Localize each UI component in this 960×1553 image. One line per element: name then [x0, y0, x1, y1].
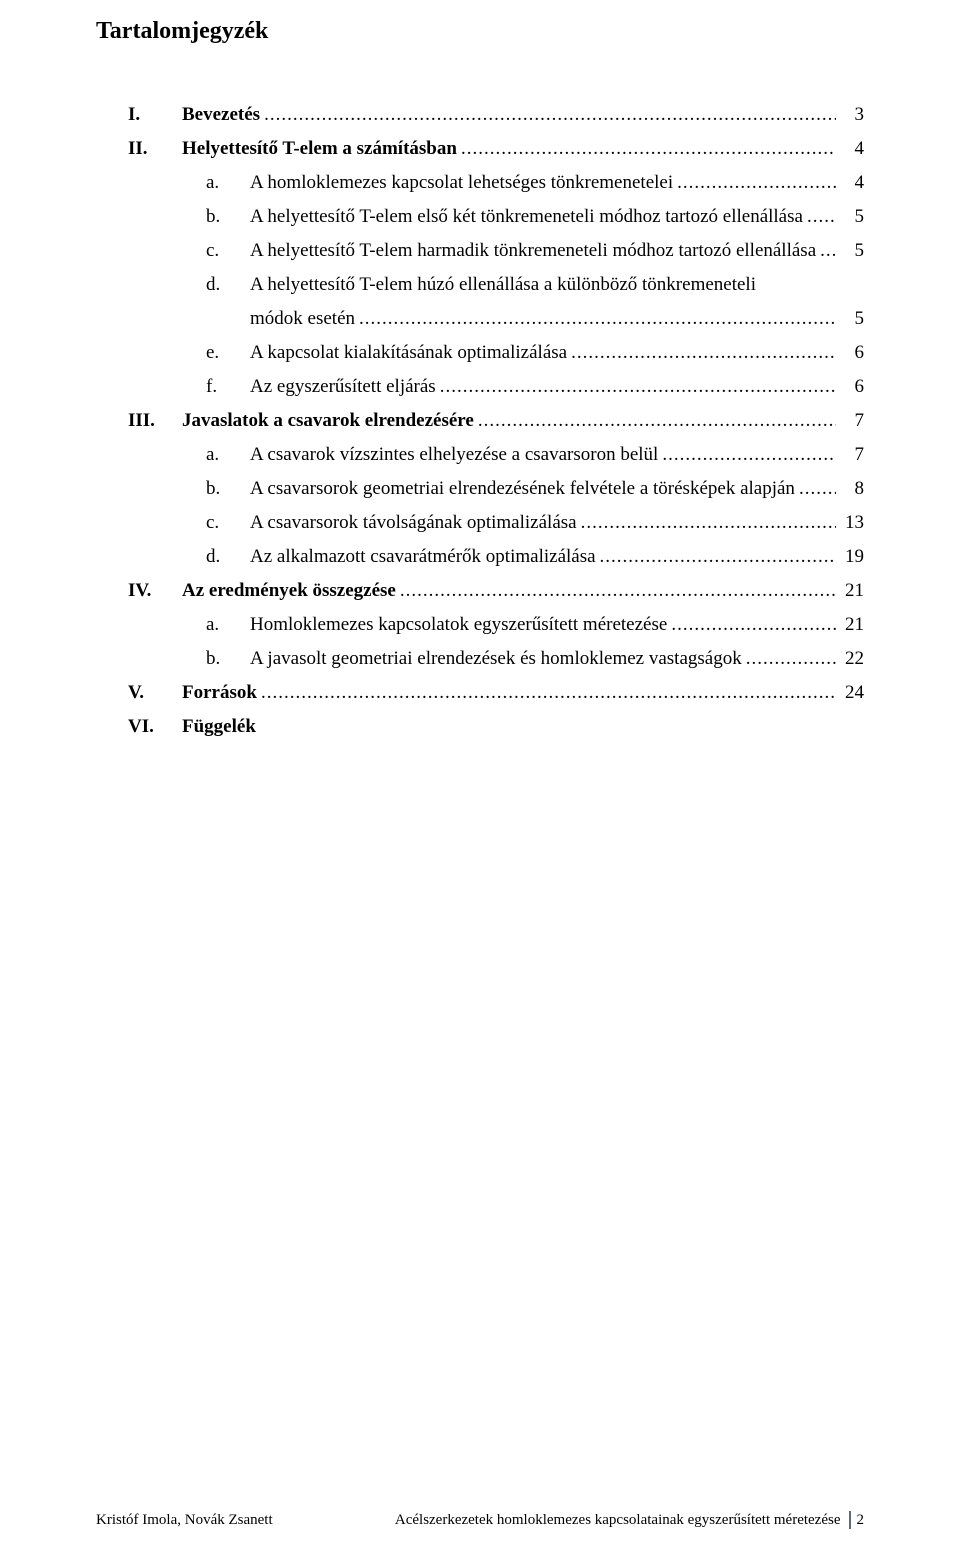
toc-leader [359, 309, 836, 328]
toc-page: 21 [840, 615, 864, 634]
toc-marker: c. [206, 513, 250, 532]
toc-marker: VI. [128, 717, 182, 736]
toc-label: Helyettesítő T-elem a számításban [182, 139, 457, 158]
table-of-contents: I.Bevezetés 3 II.Helyettesítő T-elem a szá… [96, 105, 864, 736]
toc-marker: e. [206, 343, 250, 362]
toc-leader [600, 547, 836, 566]
toc-marker: b. [206, 479, 250, 498]
toc-row: a.A csavarok vízszintes elhelyezése a cs… [96, 445, 864, 464]
toc-row: f.Az egyszerűsített eljárás 6 [96, 377, 864, 396]
toc-marker: b. [206, 649, 250, 668]
toc-page: 8 [840, 479, 864, 498]
toc-marker: II. [128, 139, 182, 158]
toc-row: a.Homloklemezes kapcsolatok egyszerűsíte… [96, 615, 864, 634]
toc-marker: f. [206, 377, 250, 396]
toc-label: Bevezetés [182, 105, 260, 124]
toc-row: c.A csavarsorok távolságának optimalizál… [96, 513, 864, 532]
toc-label: A homloklemezes kapcsolat lehetséges tön… [250, 173, 673, 192]
toc-wrap-line: módok esetén 5 [206, 309, 864, 328]
toc-label: Javaslatok a csavarok elrendezésére [182, 411, 474, 430]
toc-marker: a. [206, 173, 250, 192]
toc-row: e.A kapcsolat kialakításának optimalizál… [96, 343, 864, 362]
toc-label: A helyettesítő T-elem húzó ellenállása a… [250, 275, 756, 294]
toc-label: A helyettesítő T-elem harmadik tönkremen… [250, 241, 816, 260]
toc-marker: b. [206, 207, 250, 226]
toc-label: A csavarsorok geometriai elrendezésének … [250, 479, 795, 498]
toc-leader [261, 683, 836, 702]
toc-marker: IV. [128, 581, 182, 600]
toc-leader [671, 615, 836, 634]
toc-page: 7 [840, 411, 864, 430]
toc-page: 5 [840, 207, 864, 226]
toc-leader [478, 411, 836, 430]
toc-marker: d. [206, 547, 250, 566]
toc-label: A csavarsorok távolságának optimalizálás… [250, 513, 577, 532]
toc-label: Források [182, 683, 257, 702]
toc-page: 6 [840, 343, 864, 362]
toc-row: d.Az alkalmazott csavarátmérők optimaliz… [96, 547, 864, 566]
toc-page: 13 [840, 513, 864, 532]
toc-row: I.Bevezetés 3 [96, 105, 864, 124]
toc-leader [571, 343, 836, 362]
toc-marker: V. [128, 683, 182, 702]
toc-leader [440, 377, 836, 396]
toc-page: 3 [840, 105, 864, 124]
toc-leader [662, 445, 836, 464]
toc-page: 22 [840, 649, 864, 668]
toc-row: d.A helyettesítő T-elem húzó ellenállása… [96, 275, 864, 328]
page-title: Tartalomjegyzék [96, 18, 864, 45]
toc-label: A csavarok vízszintes elhelyezése a csav… [250, 445, 658, 464]
toc-label: Függelék [182, 717, 256, 736]
toc-marker: d. [206, 275, 250, 294]
toc-row: b.A javasolt geometriai elrendezések és … [96, 649, 864, 668]
toc-label: Az alkalmazott csavarátmérők optimalizál… [250, 547, 596, 566]
toc-leader [400, 581, 836, 600]
footer-doc-title: Acélszerkezetek homloklemezes kapcsolata… [395, 1512, 841, 1529]
toc-marker: a. [206, 445, 250, 464]
toc-leader [581, 513, 836, 532]
toc-label-cont: módok esetén [250, 309, 355, 328]
toc-leader [677, 173, 836, 192]
toc-page: 7 [840, 445, 864, 464]
toc-page: 5 [840, 241, 864, 260]
toc-page: 4 [840, 139, 864, 158]
toc-marker: a. [206, 615, 250, 634]
toc-row: II.Helyettesítő T-elem a számításban 4 [96, 139, 864, 158]
toc-row: IV.Az eredmények összegzése 21 [96, 581, 864, 600]
toc-row: b.A helyettesítő T-elem első két tönkrem… [96, 207, 864, 226]
toc-row: III.Javaslatok a csavarok elrendezésére 7 [96, 411, 864, 430]
toc-leader [264, 105, 836, 124]
toc-leader [820, 241, 836, 260]
toc-page: 6 [840, 377, 864, 396]
toc-row: b.A csavarsorok geometriai elrendezéséne… [96, 479, 864, 498]
toc-marker: c. [206, 241, 250, 260]
page: Tartalomjegyzék I.Bevezetés 3 II.Helyettes… [0, 0, 960, 736]
toc-label: Homloklemezes kapcsolatok egyszerűsített… [250, 615, 667, 634]
toc-page: 24 [840, 683, 864, 702]
footer-right: Acélszerkezetek homloklemezes kapcsolata… [395, 1511, 864, 1529]
footer-page-number: 2 [857, 1512, 865, 1529]
toc-leader [799, 479, 836, 498]
toc-page: 21 [840, 581, 864, 600]
toc-label: A kapcsolat kialakításának optimalizálás… [250, 343, 567, 362]
toc-row: V.Források 24 [96, 683, 864, 702]
toc-leader [746, 649, 836, 668]
toc-label: Az eredmények összegzése [182, 581, 396, 600]
toc-marker: III. [128, 411, 182, 430]
footer-separator [849, 1511, 851, 1529]
toc-page: 5 [840, 309, 864, 328]
toc-page: 19 [840, 547, 864, 566]
toc-row: c.A helyettesítő T-elem harmadik tönkrem… [96, 241, 864, 260]
toc-row: VI.Függelék [96, 717, 864, 736]
footer-authors: Kristóf Imola, Novák Zsanett [96, 1512, 273, 1529]
toc-leader [807, 207, 836, 226]
toc-row: a.A homloklemezes kapcsolat lehetséges t… [96, 173, 864, 192]
toc-leader [461, 139, 836, 158]
toc-label: Az egyszerűsített eljárás [250, 377, 436, 396]
toc-page: 4 [840, 173, 864, 192]
page-footer: Kristóf Imola, Novák Zsanett Acélszerkez… [0, 1511, 960, 1529]
toc-label: A javasolt geometriai elrendezések és ho… [250, 649, 742, 668]
toc-label: A helyettesítő T-elem első két tönkremen… [250, 207, 803, 226]
toc-marker: I. [128, 105, 182, 124]
